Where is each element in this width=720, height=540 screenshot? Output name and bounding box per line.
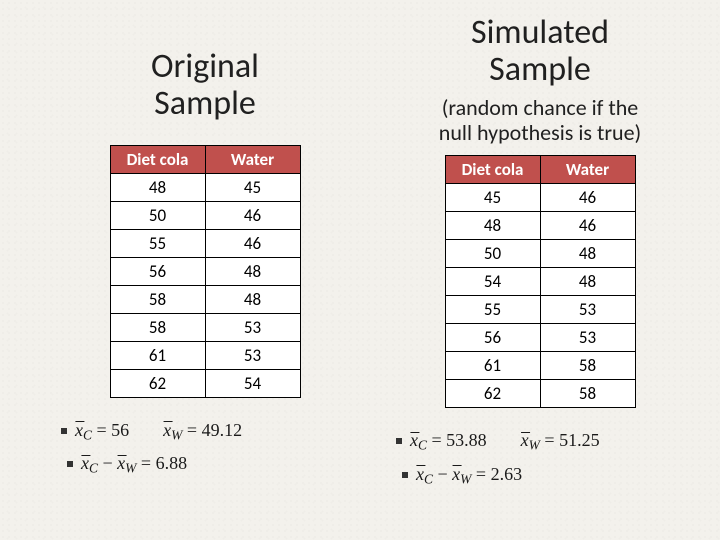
table-cell: 53 (205, 341, 300, 369)
table-cell: 54 (205, 369, 300, 397)
table-cell: 62 (110, 369, 205, 397)
original-formulas: xC = 56 xW = 49.12 xC − xW = 6.88 (55, 420, 355, 477)
table-cell: 62 (445, 380, 540, 408)
table-row: 5448 (445, 268, 635, 296)
simulated-table: Diet cola Water 454648465048544855535653… (445, 155, 636, 408)
table-cell: 48 (110, 173, 205, 201)
mean-w: xW = 51.25 (521, 430, 600, 453)
table-cell: 53 (540, 296, 635, 324)
table-cell: 54 (445, 268, 540, 296)
table-cell: 48 (445, 212, 540, 240)
table-cell: 48 (540, 240, 635, 268)
table-row: 5853 (110, 313, 300, 341)
table-row: 5648 (110, 257, 300, 285)
table-row: 6158 (445, 352, 635, 380)
table-cell: 53 (540, 324, 635, 352)
col-header: Water (205, 145, 300, 173)
table-row: 4846 (445, 212, 635, 240)
col-header: Water (540, 156, 635, 184)
table-cell: 46 (540, 184, 635, 212)
table-row: 4546 (445, 184, 635, 212)
original-sample-panel: OriginalSample Diet cola Water 484550465… (55, 48, 355, 477)
mean-c: xC = 53.88 (396, 430, 487, 453)
simulated-sample-panel: SimulatedSample (random chance if thenul… (390, 14, 690, 487)
table-cell: 46 (540, 212, 635, 240)
original-table: Diet cola Water 484550465546564858485853… (110, 145, 301, 398)
simulated-subtitle: (random chance if thenull hypothesis is … (390, 95, 690, 146)
simulated-formulas: xC = 53.88 xW = 51.25 xC − xW = 2.63 (390, 430, 690, 487)
mean-w: xW = 49.12 (163, 420, 242, 443)
table-row: 4845 (110, 173, 300, 201)
table-row: 5553 (445, 296, 635, 324)
table-row: 5653 (445, 324, 635, 352)
col-header: Diet cola (110, 145, 205, 173)
table-cell: 48 (205, 285, 300, 313)
table-cell: 45 (205, 173, 300, 201)
table-cell: 58 (110, 285, 205, 313)
table-row: 6254 (110, 369, 300, 397)
col-header: Diet cola (445, 156, 540, 184)
table-cell: 58 (540, 380, 635, 408)
table-cell: 61 (445, 352, 540, 380)
table-cell: 50 (110, 201, 205, 229)
original-title: OriginalSample (55, 48, 355, 123)
table-row: 5046 (110, 201, 300, 229)
table-cell: 56 (110, 257, 205, 285)
table-cell: 58 (540, 352, 635, 380)
table-cell: 55 (110, 229, 205, 257)
table-cell: 46 (205, 201, 300, 229)
table-cell: 53 (205, 313, 300, 341)
table-cell: 55 (445, 296, 540, 324)
mean-diff: xC − xW = 6.88 (55, 453, 355, 476)
table-cell: 46 (205, 229, 300, 257)
table-cell: 45 (445, 184, 540, 212)
mean-c: xC = 56 (61, 420, 129, 443)
table-cell: 56 (445, 324, 540, 352)
table-row: 5848 (110, 285, 300, 313)
simulated-title: SimulatedSample (390, 14, 690, 89)
table-cell: 58 (110, 313, 205, 341)
table-row: 6258 (445, 380, 635, 408)
table-cell: 48 (540, 268, 635, 296)
table-cell: 48 (205, 257, 300, 285)
table-cell: 61 (110, 341, 205, 369)
table-row: 5048 (445, 240, 635, 268)
mean-diff: xC − xW = 2.63 (390, 464, 690, 487)
table-row: 5546 (110, 229, 300, 257)
table-cell: 50 (445, 240, 540, 268)
table-row: 6153 (110, 341, 300, 369)
